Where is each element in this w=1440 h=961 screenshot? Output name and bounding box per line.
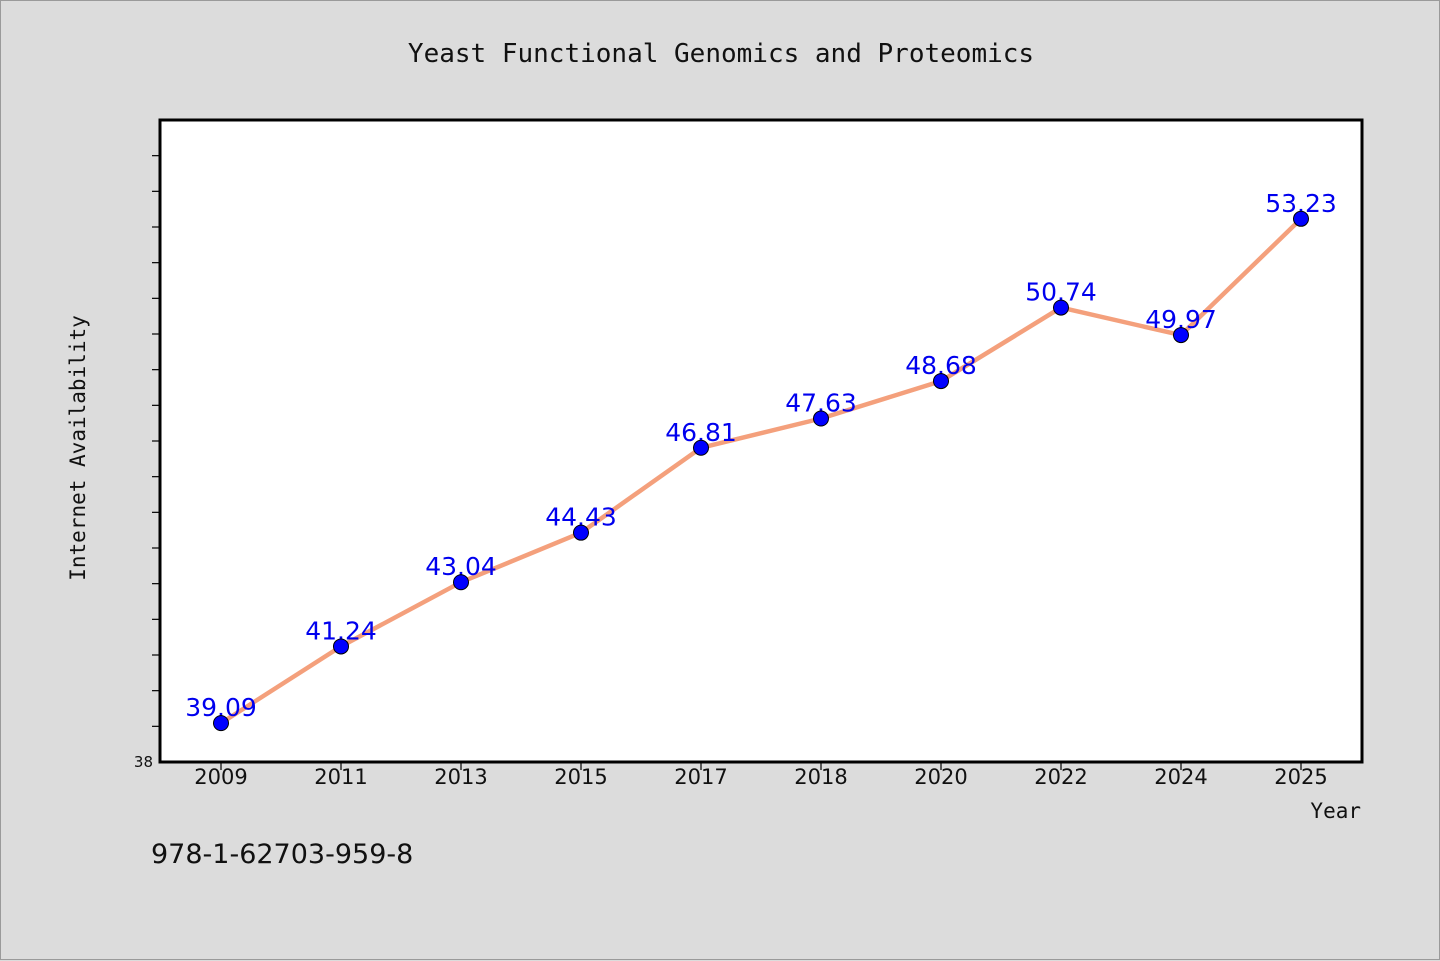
x-tick-label: 2017 bbox=[674, 765, 727, 789]
x-tick-label: 2013 bbox=[434, 765, 487, 789]
data-point bbox=[693, 439, 709, 456]
y-tick-label-min: 38 bbox=[134, 753, 153, 771]
data-point bbox=[453, 574, 469, 591]
x-tick-label: 2009 bbox=[194, 765, 247, 789]
x-tick-label: 2018 bbox=[794, 765, 847, 789]
x-tick-label: 2020 bbox=[914, 765, 967, 789]
x-tick-label: 2011 bbox=[314, 765, 367, 789]
data-point bbox=[1053, 299, 1069, 316]
chart-title: Yeast Functional Genomics and Proteomics bbox=[408, 39, 1034, 69]
isbn-text: 978-1-62703-959-8 bbox=[151, 839, 413, 870]
data-point bbox=[1293, 210, 1309, 227]
data-point bbox=[813, 410, 829, 427]
x-tick-label: 2025 bbox=[1274, 765, 1327, 789]
data-point bbox=[933, 373, 949, 390]
x-tick-label: 2022 bbox=[1034, 765, 1087, 789]
x-tick-label: 2024 bbox=[1154, 765, 1207, 789]
series-group: 39.0941.2443.0444.4346.8147.6348.6850.74… bbox=[185, 189, 1337, 732]
y-axis-label: Internet Availability bbox=[66, 315, 90, 581]
data-point bbox=[573, 524, 589, 541]
x-axis-label: Year bbox=[1310, 799, 1361, 823]
data-point bbox=[1173, 327, 1189, 344]
plot-area bbox=[158, 118, 1364, 764]
x-axis-ticks: 2009 2011 2013 2015 2017 2018 2020 2022 2024 2025 bbox=[194, 762, 1328, 789]
data-point bbox=[213, 715, 229, 732]
data-point bbox=[333, 638, 349, 655]
x-tick-label: 2015 bbox=[554, 765, 607, 789]
series-line bbox=[219, 217, 1303, 725]
y-axis-ticks bbox=[152, 155, 160, 727]
